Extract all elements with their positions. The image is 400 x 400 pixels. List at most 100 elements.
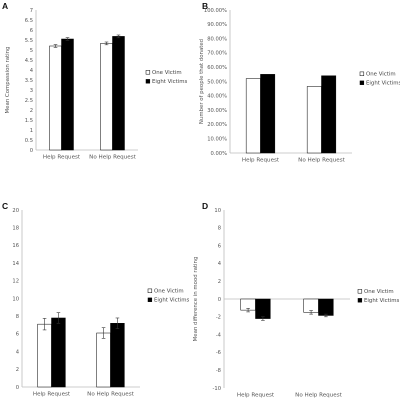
legend-label: Eight Victims (364, 298, 399, 304)
y-axis-title: Mean Compassion rating (5, 47, 11, 114)
bar (100, 43, 113, 151)
panel-d: D -10 -8 -6 -4 -2 0 2 4 6 8 10 Mean difference in mo… (193, 200, 400, 400)
y-tick-label: 8 (16, 314, 19, 320)
bar (49, 45, 62, 151)
legend-swatch (145, 70, 151, 75)
legend-swatch (357, 289, 363, 294)
legend-swatch (147, 297, 153, 302)
x-category-label: No Help Request (298, 158, 345, 164)
y-tick-label: 50.00% (207, 79, 227, 85)
y-axis-title: Number of people that donated (199, 39, 205, 124)
bar (51, 317, 66, 388)
y-tick-label: 2 (30, 108, 33, 114)
chart-d: D -10 -8 -6 -4 -2 0 2 4 6 8 10 Mean difference in mo… (193, 201, 399, 399)
legend-label: One Victim (154, 289, 184, 295)
panel-letter: B (202, 1, 208, 11)
legend-swatch (145, 79, 151, 84)
bar (260, 74, 276, 154)
y-tick-label: 4 (16, 349, 20, 355)
panel-letter: D (202, 201, 208, 211)
y-axis-title: Mean difference in mood rating (193, 257, 199, 342)
bar (112, 36, 125, 151)
y-tick-label: 7 (30, 8, 33, 14)
chart-b: B 0.00% 10.00% 20.00% 30.00% 40.00% 50.00% 60.0… (199, 1, 400, 164)
y-tick-label: 3.5 (25, 78, 33, 84)
legend-label: One Victim (152, 70, 182, 76)
legend-swatch (359, 80, 365, 85)
y-tick-label: 5.5 (25, 38, 33, 44)
y-tick-label: 10.00% (207, 137, 227, 143)
bar (306, 86, 322, 154)
x-category-label: No Help Request (295, 393, 342, 399)
chart-a: A 0 0.5 1 1.5 2 2.5 3 3.5 4 4.5 5 5.5 6 6.5 7 Mean Compa… (2, 1, 187, 161)
y-tick-label: 5 (30, 48, 33, 54)
y-tick-label: 20 (12, 208, 19, 214)
y-tick-label: 3 (30, 88, 33, 94)
y-tick-label: -2 (216, 315, 221, 321)
legend-swatch (359, 71, 365, 76)
bar (245, 78, 261, 154)
x-category-label: No Help Request (89, 155, 136, 161)
panel-letter: C (2, 201, 8, 211)
y-tick-label: 18 (12, 226, 19, 232)
y-tick-label: 6.5 (25, 18, 33, 24)
legend-label: Eight Victims (366, 81, 400, 87)
panel-b: B 0.00% 10.00% 20.00% 30.00% 40.00% 50.00% 60.0… (199, 0, 400, 200)
panel-letter: A (2, 1, 8, 11)
y-tick-label: 6 (16, 332, 19, 338)
legend-label: One Victim (366, 72, 396, 78)
y-tick-label: -4 (216, 332, 222, 338)
x-category-label: Help Request (33, 392, 71, 398)
y-tick-label: 10 (12, 296, 19, 302)
panel-c: C02468101214161820Donation amount in USD… (0, 200, 200, 400)
y-tick-label: 8 (218, 226, 221, 232)
y-tick-label: 14 (12, 261, 19, 267)
y-tick-label: -10 (213, 386, 221, 392)
y-tick-label: 30.00% (207, 108, 227, 114)
legend-label: Eight Victims (154, 298, 189, 304)
y-tick-label: 4 (218, 261, 222, 267)
y-tick-label: 90.00% (207, 22, 227, 28)
x-category-label: No Help Request (87, 392, 134, 398)
legend-swatch (357, 298, 363, 303)
y-tick-label: -8 (216, 368, 221, 374)
chart-c: C02468101214161820Donation amount in USD… (2, 201, 189, 398)
bar (255, 298, 271, 319)
bar (37, 323, 52, 388)
bar (110, 323, 125, 388)
y-tick-label: 2 (218, 279, 221, 285)
y-tick-label: 12 (12, 279, 19, 285)
bar (96, 332, 111, 388)
y-tick-label: 70.00% (207, 51, 227, 57)
legend-label: Eight Victims (152, 79, 187, 85)
bar (61, 38, 74, 151)
y-tick-label: 0 (16, 385, 19, 391)
y-tick-label: 2.5 (25, 98, 33, 104)
legend-label: One Victim (364, 289, 394, 295)
legend-swatch (147, 288, 153, 293)
x-category-label: Help Request (43, 155, 81, 161)
y-tick-label: 6 (218, 243, 221, 249)
y-tick-label: 10 (214, 208, 221, 214)
bar (321, 75, 337, 154)
bar (318, 298, 334, 316)
y-tick-label: 6 (30, 28, 33, 34)
y-tick-label: 0 (218, 297, 221, 303)
y-tick-label: 40.00% (207, 94, 227, 100)
y-tick-label: 4.5 (25, 58, 33, 64)
y-tick-label: 1 (30, 128, 33, 134)
y-tick-label: 60.00% (207, 65, 227, 71)
y-tick-label: 80.00% (207, 36, 227, 42)
y-tick-label: 16 (12, 243, 19, 249)
y-tick-label: 1.5 (25, 118, 33, 124)
y-tick-label: 4 (30, 68, 34, 74)
y-tick-label: 0.5 (25, 138, 33, 144)
y-tick-label: 100.00% (204, 8, 227, 14)
panel-a: A 0 0.5 1 1.5 2 2.5 3 3.5 4 4.5 5 5.5 6 6.5 7 Mean Compa… (0, 0, 200, 200)
y-tick-label: 2 (16, 367, 19, 373)
y-tick-label: 0 (30, 148, 33, 154)
y-tick-label: 0.00% (211, 151, 228, 157)
y-tick-label: -6 (216, 350, 221, 356)
y-tick-label: 20.00% (207, 122, 227, 128)
